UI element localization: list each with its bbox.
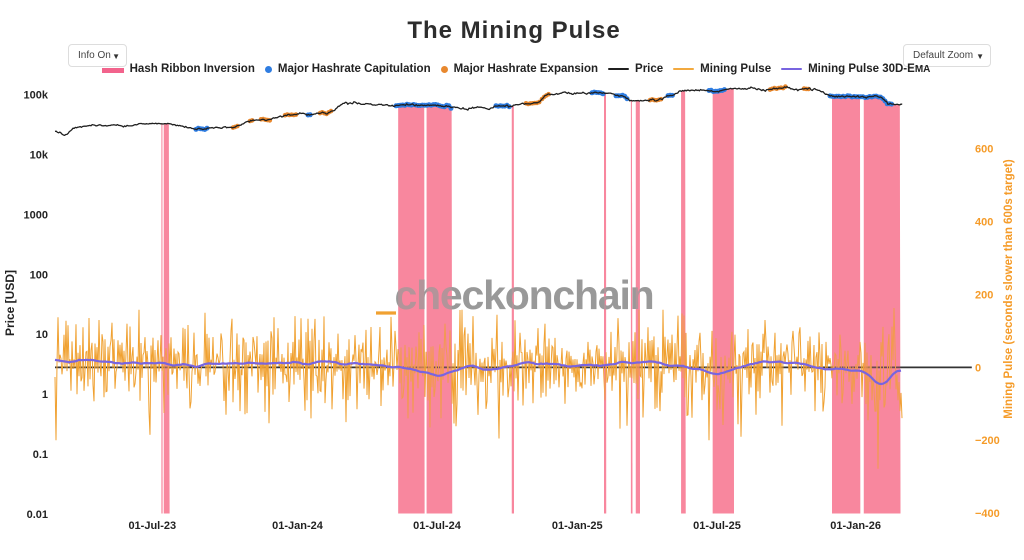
svg-text:100k: 100k xyxy=(24,90,49,102)
svg-text:01-Jan-26: 01-Jan-26 xyxy=(830,520,881,532)
svg-text:01-Jan-25: 01-Jan-25 xyxy=(552,520,603,532)
svg-text:01-Jul-24: 01-Jul-24 xyxy=(413,520,462,532)
svg-text:Price [USD]: Price [USD] xyxy=(3,270,17,336)
svg-text:200: 200 xyxy=(975,289,993,301)
svg-text:1000: 1000 xyxy=(24,209,48,221)
svg-text:−200: −200 xyxy=(975,435,1000,447)
svg-text:Mining Pulse (seconds slower t: Mining Pulse (seconds slower than 600s t… xyxy=(1003,159,1015,419)
svg-text:checkonchain: checkonchain xyxy=(394,272,653,318)
svg-text:0.01: 0.01 xyxy=(27,509,48,521)
svg-text:100: 100 xyxy=(30,269,48,281)
svg-text:01-Jan-24: 01-Jan-24 xyxy=(272,520,324,532)
svg-text:0.1: 0.1 xyxy=(33,449,48,461)
svg-text:400: 400 xyxy=(975,217,993,229)
svg-text:01-Jul-25: 01-Jul-25 xyxy=(693,520,741,532)
svg-text:0: 0 xyxy=(975,362,981,374)
svg-text:600: 600 xyxy=(975,144,993,156)
svg-text:−400: −400 xyxy=(975,508,1000,520)
svg-text:1: 1 xyxy=(42,389,48,401)
svg-text:01-Jul-23: 01-Jul-23 xyxy=(128,520,176,532)
svg-text:10: 10 xyxy=(36,329,48,341)
svg-text:10k: 10k xyxy=(30,150,49,162)
